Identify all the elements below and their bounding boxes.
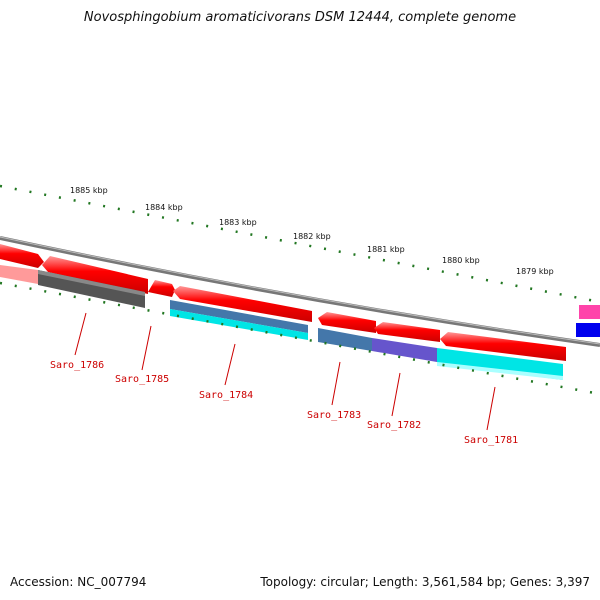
scale-labels: 1885 kbp 1884 kbp 1883 kbp 1882 kbp 1881… xyxy=(70,186,554,276)
gene-label-saro-1783: Saro_1783 xyxy=(307,410,361,421)
scale-label-1880: 1880 kbp xyxy=(442,256,480,265)
gene-arrow xyxy=(318,312,376,333)
genome-summary: Topology: circular; Length: 3,561,584 bp… xyxy=(260,575,590,589)
forward-genes[interactable] xyxy=(0,244,566,361)
gene-arrow xyxy=(374,322,440,342)
genome-title: Novosphingobium aromaticivorans DSM 1244… xyxy=(83,10,517,25)
gene-block-saro-1783 xyxy=(318,328,372,351)
genome-backbone xyxy=(0,236,600,347)
gene-label-saro-1782: Saro_1782 xyxy=(367,420,421,431)
accession-text: Accession: NC_007794 xyxy=(10,575,147,589)
gene-label-saro-1785: Saro_1785 xyxy=(115,374,169,385)
gene-arrow xyxy=(173,286,312,322)
scale-label-1885: 1885 kbp xyxy=(70,186,108,195)
gene-arrow xyxy=(148,280,175,297)
scale-label-1882: 1882 kbp xyxy=(293,232,331,241)
gene-label-saro-1786: Saro_1786 xyxy=(50,360,104,371)
gene-label-saro-1784: Saro_1784 xyxy=(199,390,253,401)
gene-arrow xyxy=(440,332,566,361)
gene-arrow-pink xyxy=(0,265,38,284)
reverse-genes[interactable] xyxy=(38,270,563,380)
gene-arrow xyxy=(42,256,148,294)
gene-block-saro-1784-cyan xyxy=(170,309,308,340)
gene-block-magenta xyxy=(579,305,600,319)
gene-block-saro-1782 xyxy=(372,338,437,362)
gene-block-saro-1781 xyxy=(437,348,563,380)
gene-labels[interactable]: Saro_1786 Saro_1785 Saro_1784 Saro_1783 … xyxy=(50,360,518,446)
edge-genes[interactable] xyxy=(576,305,600,337)
label-leaders xyxy=(74,312,496,431)
gene-block-blue xyxy=(576,323,600,337)
gene-arrow xyxy=(0,244,44,268)
scale-label-1883: 1883 kbp xyxy=(219,218,257,227)
scale-label-1879: 1879 kbp xyxy=(516,267,554,276)
gene-label-saro-1781: Saro_1781 xyxy=(464,435,518,446)
gene-block-saro-1784-blue xyxy=(170,300,308,333)
scale-label-1884: 1884 kbp xyxy=(145,203,183,212)
scale-label-1881: 1881 kbp xyxy=(367,245,405,254)
